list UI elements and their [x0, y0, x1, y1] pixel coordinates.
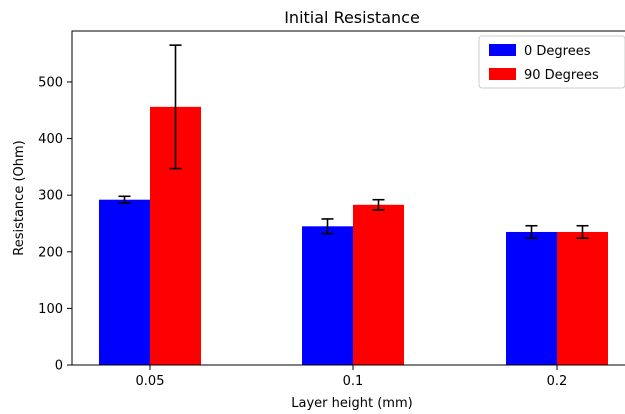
y-tick-label: 300 [38, 189, 63, 204]
x-axis-label: Layer height (mm) [291, 396, 412, 411]
chart-title: Initial Resistance [284, 8, 420, 27]
errorbar-0-degrees-0_05 [118, 195, 131, 204]
bar-0-degrees-0_1 [302, 226, 353, 365]
x-tick-label: 0.2 [547, 374, 568, 389]
bar-90-degrees-0_1 [353, 204, 404, 365]
x-tick-label: 0.1 [343, 374, 364, 389]
errorbar-90-degrees-0_1 [372, 198, 385, 211]
legend-swatch-90-degrees [489, 68, 516, 80]
errorbar-0-degrees-0_1 [321, 218, 334, 235]
errorbar-0-degrees-0_2 [525, 224, 538, 239]
y-tick-label: 200 [38, 245, 63, 260]
legend-swatch-0-degrees [489, 44, 516, 56]
x-axis-ticks: 0.05 0.1 0.2 [136, 365, 568, 389]
y-axis-ticks: 0 100 200 300 400 500 [38, 75, 72, 374]
x-tick-label: 0.05 [136, 374, 165, 389]
y-tick-label: 500 [38, 75, 63, 90]
y-tick-label: 400 [38, 132, 63, 147]
bar-0-degrees-0_05 [99, 199, 150, 365]
y-axis-label: Resistance (Ohm) [12, 140, 27, 255]
plot-frame [71, 30, 625, 366]
y-tick-label: 0 [55, 359, 63, 374]
errorbar-90-degrees-0_2 [576, 224, 589, 239]
bar-0-degrees-0_2 [506, 231, 557, 365]
y-tick-label: 100 [38, 302, 63, 317]
errorbars-layer [118, 44, 589, 239]
legend: 0 Degrees 90 Degrees [478, 35, 625, 89]
legend-label-0-degrees: 0 Degrees [524, 44, 591, 59]
legend-label-90-degrees: 90 Degrees [524, 68, 599, 83]
bar-90-degrees-0_2 [557, 231, 608, 365]
errorbar-90-degrees-0_05 [169, 44, 182, 170]
bars-layer [99, 106, 608, 365]
